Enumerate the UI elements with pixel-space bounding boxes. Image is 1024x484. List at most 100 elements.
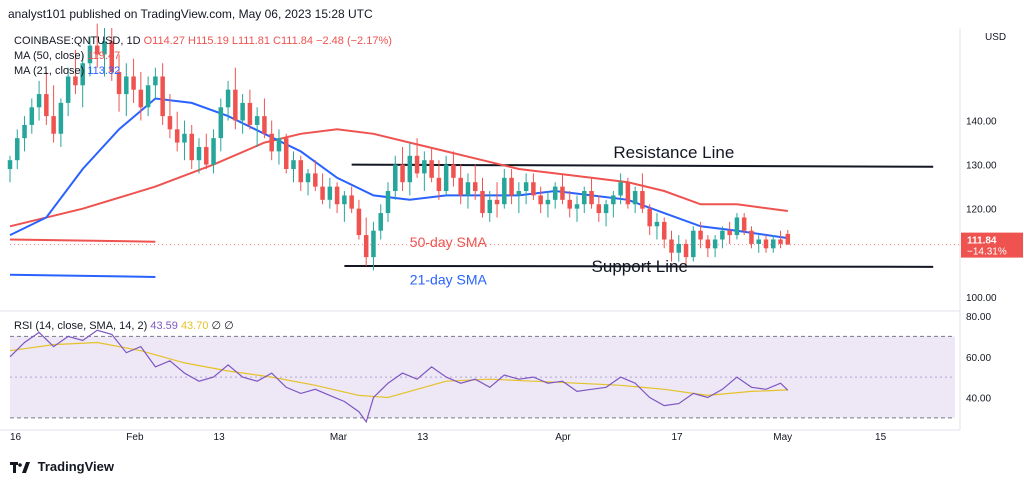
candle-body	[400, 164, 405, 183]
candle	[691, 226, 696, 262]
ma21-series-line	[9, 97, 788, 240]
candle	[124, 63, 129, 117]
candle	[502, 169, 507, 209]
candle-body	[582, 191, 587, 205]
candle-body	[458, 177, 463, 196]
candle	[131, 58, 136, 103]
candle	[741, 213, 747, 236]
candle-body	[225, 89, 231, 108]
candle	[196, 138, 202, 174]
candle	[22, 116, 27, 152]
last-price-tag	[961, 232, 1023, 258]
candle	[371, 221, 376, 271]
candle-body	[771, 239, 776, 249]
candle-body	[109, 41, 115, 73]
candle-body	[378, 213, 383, 231]
ma21-label[interactable]: MA (21, close)	[14, 65, 85, 77]
candle	[138, 72, 144, 121]
date-tick-label: 16	[10, 432, 22, 443]
candle-body	[436, 177, 442, 192]
author-line: analyst101 published on TradingView.com,…	[8, 7, 373, 21]
candle-body	[676, 243, 682, 253]
support-line-label: Support Line	[592, 257, 688, 276]
candle-body	[698, 230, 703, 240]
candle	[211, 129, 216, 174]
candle-body	[124, 76, 129, 95]
candle-body	[196, 146, 202, 161]
candle-body	[683, 243, 689, 258]
candle	[385, 182, 391, 222]
candle	[487, 191, 493, 222]
candle-body	[320, 186, 325, 200]
ma50-label[interactable]: MA (50, close)	[14, 50, 85, 62]
candle-body	[545, 199, 551, 205]
candle	[378, 204, 383, 240]
candle	[298, 155, 304, 192]
candle	[509, 169, 514, 205]
rsi-label[interactable]: RSI (14, close, SMA, 14, 2)	[14, 320, 148, 332]
candle	[400, 146, 405, 192]
candle	[414, 138, 420, 178]
date-tick-label: 15	[875, 432, 887, 443]
candle-body	[632, 191, 638, 205]
candle-body	[567, 199, 572, 209]
candle-body	[523, 182, 529, 192]
candle-body	[640, 191, 645, 209]
candle-body	[313, 173, 318, 187]
brand-footer[interactable]: TradingView	[10, 459, 114, 474]
candle	[698, 221, 703, 249]
price-tick-label: 140.00	[966, 117, 997, 128]
candle-body	[254, 116, 260, 125]
date-tick-label: May	[773, 432, 792, 443]
candle-body	[451, 164, 456, 178]
candle-body	[778, 239, 783, 244]
symbol-label[interactable]: COINBASE:QNTUSD, 1D	[14, 35, 141, 47]
rsi-sma-value: 43.70	[180, 320, 209, 332]
top-bar: analyst101 published on TradingView.com,…	[0, 0, 1024, 28]
candle-body	[102, 41, 107, 55]
candle-body	[727, 230, 732, 236]
candle	[174, 111, 180, 152]
brand-name: TradingView	[37, 459, 114, 474]
candle	[225, 80, 231, 121]
candle	[87, 36, 93, 77]
candle	[276, 129, 282, 165]
candle	[218, 98, 224, 152]
candle-body	[131, 76, 136, 90]
candle-body	[509, 177, 514, 196]
date-tick-label: 13	[417, 432, 429, 443]
candle	[778, 230, 783, 249]
candle-body	[138, 89, 144, 108]
candle-body	[712, 239, 718, 249]
candle	[640, 173, 645, 214]
candle	[523, 173, 529, 205]
candle	[65, 67, 71, 117]
candle-body	[233, 89, 238, 121]
candle-body	[145, 85, 151, 108]
ma21-value: 113.32	[87, 65, 121, 77]
candle	[305, 169, 311, 196]
candle	[94, 23, 100, 68]
candle	[654, 213, 660, 240]
candle	[785, 229, 791, 245]
ohlc-values: O114.27 H115.19 L111.81 C111.84 −2.48 (−…	[143, 35, 392, 47]
candle-body	[44, 94, 49, 117]
candle-body	[393, 164, 398, 192]
candle	[29, 98, 35, 134]
date-tick-label: Apr	[555, 432, 571, 443]
candle	[494, 182, 500, 218]
candle	[109, 28, 115, 81]
candle	[51, 85, 56, 143]
candle-body	[756, 239, 761, 244]
candle-body	[785, 233, 791, 245]
candle-body	[334, 186, 340, 205]
candle	[254, 107, 260, 147]
currency-label: USD	[985, 32, 1006, 43]
candle-body	[305, 173, 311, 183]
candle	[676, 235, 682, 262]
candle-body	[618, 182, 623, 196]
candle	[582, 186, 587, 214]
candle-body	[741, 217, 747, 231]
candle	[771, 235, 776, 253]
